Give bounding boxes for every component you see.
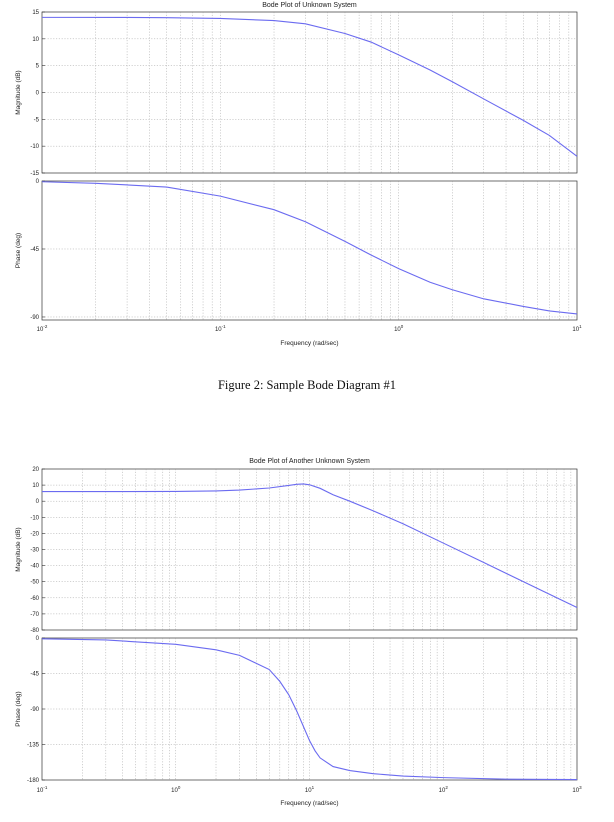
- plot-frame: [41, 180, 578, 321]
- y-tick-label: -15: [30, 171, 39, 177]
- y-tick-label: 0: [36, 636, 40, 642]
- y-tick-label: 0: [36, 179, 40, 185]
- y-tick-label: 5: [36, 64, 40, 70]
- y-tick-label: 10: [32, 37, 39, 43]
- y-tick-label: -60: [30, 596, 39, 602]
- response-curve: [42, 483, 578, 608]
- y-axis-label: Magnitude (dB): [15, 70, 22, 114]
- y-tick-label: -70: [30, 612, 39, 618]
- x-axis-label: Frequency (rad/sec): [280, 340, 338, 347]
- y-tick-label: -135: [27, 743, 40, 749]
- y-tick-label: -80: [30, 628, 39, 634]
- y-tick-label: -10: [30, 144, 39, 150]
- phase-panel: 0 -45 -90 Phase (deg): [15, 179, 578, 321]
- y-axis-label: Phase (deg): [15, 691, 22, 726]
- y-tick-label: 0: [36, 91, 40, 97]
- y-tick-label: -5: [34, 117, 40, 123]
- y-tick-label: -45: [30, 247, 39, 253]
- magnitude-panel: 15 10 5 0 -5 -10 -15 Magnitude (dB): [15, 10, 578, 177]
- y-tick-label: -30: [30, 548, 39, 554]
- y-tick-label: -45: [30, 672, 39, 678]
- y-tick-label: -20: [30, 531, 39, 537]
- response-curve: [41, 638, 578, 781]
- y-tick-label: 10: [32, 483, 39, 489]
- y-tick-label: -180: [27, 778, 40, 784]
- x-axis-label: Frequency (rad/sec): [280, 800, 338, 807]
- figure-caption: Figure 2: Sample Bode Diagram #1: [217, 378, 397, 392]
- y-tick-label: 0: [36, 499, 40, 505]
- y-tick-label: -40: [30, 564, 39, 570]
- y-axis-label: Magnitude (dB): [15, 527, 22, 571]
- response-curve: [41, 16, 578, 157]
- y-tick-label: -50: [30, 580, 39, 586]
- y-tick-label: 20: [32, 467, 39, 473]
- x-tick-label: 10-1: [215, 324, 226, 333]
- x-tick-label: 100: [171, 785, 181, 794]
- y-tick-label: -10: [30, 515, 39, 521]
- chart-title: Bode Plot of Unknown System: [262, 2, 357, 9]
- magnitude-panel: 20 10 0 -10 -20 -30 -40 -50 -60 -70 -80 Magnitude (…: [15, 467, 578, 634]
- y-tick-label: -90: [30, 315, 39, 321]
- response-curve: [41, 181, 578, 315]
- y-tick-label: -90: [30, 707, 39, 713]
- chart-1: Bode Plot of Unknown System 15 10 5 0 -5 -10 -1…: [15, 2, 582, 347]
- phase-panel: 0 -45 -90 -135 -180 Phase (deg): [15, 636, 578, 784]
- y-tick-label: 15: [32, 10, 39, 16]
- x-tick-label: 101: [572, 324, 582, 333]
- chart-title: Bode Plot of Another Unknown System: [249, 458, 370, 465]
- x-tick-label: 10-2: [37, 324, 48, 333]
- x-tick-label: 100: [394, 324, 404, 333]
- chart-2: Bode Plot of Another Unknown System20100…: [15, 458, 582, 807]
- x-tick-label: 102: [439, 785, 449, 794]
- x-tick-label: 103: [572, 785, 582, 794]
- x-tick-label: 10-1: [37, 785, 48, 794]
- y-axis-label: Phase (deg): [15, 233, 22, 268]
- x-tick-label: 101: [305, 785, 315, 794]
